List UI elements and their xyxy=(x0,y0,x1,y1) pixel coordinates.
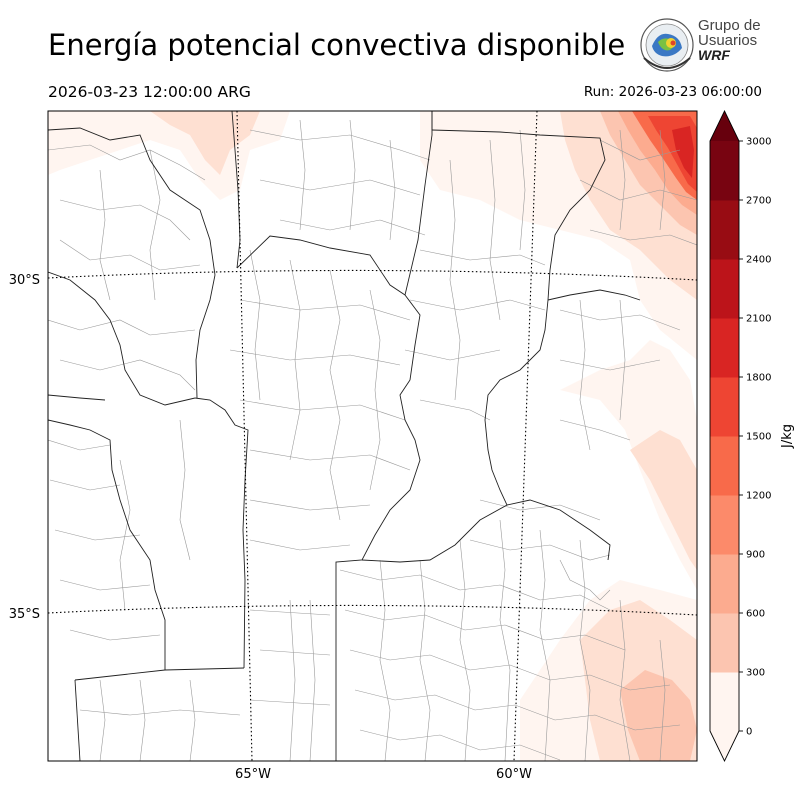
lat-label-35s: 35°S xyxy=(9,607,40,622)
colorbar-extend-top xyxy=(710,111,739,141)
colorbar-tick-label: 300 xyxy=(746,668,765,679)
department-borders xyxy=(48,119,697,761)
colorbar-band xyxy=(710,377,739,437)
lon-label-65w: 65°W xyxy=(235,767,271,782)
cape-region-core-4 xyxy=(672,126,694,178)
colorbar-tick-label: 600 xyxy=(746,609,765,620)
cape-region-southeast-3 xyxy=(620,670,697,761)
colorbar-band xyxy=(710,200,739,260)
run-time: Run: 2026-03-23 06:00:00 xyxy=(583,84,762,100)
colorbar-tick-label: 900 xyxy=(746,550,765,561)
valid-time: 2026-03-23 12:00:00 ARG xyxy=(48,83,251,101)
colorbar-tick-label: 1500 xyxy=(746,432,771,443)
map-title: Energía potencial convectiva disponible xyxy=(48,28,626,62)
colorbar-tick-label: 3000 xyxy=(746,137,771,148)
colorbar-band xyxy=(710,436,739,496)
meridian-65w xyxy=(236,111,253,761)
colorbar-band xyxy=(710,318,739,378)
meridian-60w xyxy=(513,111,538,761)
map-plot-area xyxy=(48,111,697,761)
parallel-30s xyxy=(48,269,697,281)
parallel-35s xyxy=(48,604,697,616)
colorbar: 0 300 600 900 1200 1500 1800 2100 2400 2700 3000 J… xyxy=(709,109,795,763)
cape-region-northwest-2 xyxy=(150,111,260,175)
colorbar-tick-label: 1200 xyxy=(746,491,771,502)
colorbar-tick-label: 2400 xyxy=(746,255,771,266)
colorbar-ticks: 0 300 600 900 1200 1500 1800 2100 2400 2700 3000 xyxy=(739,137,771,738)
colorbar-bands xyxy=(710,141,739,732)
logo-line-2: Usuarios xyxy=(698,32,758,49)
logo-line-1: Grupo de xyxy=(698,17,761,34)
colorbar-band xyxy=(710,672,739,732)
colorbar-tick-label: 2700 xyxy=(746,196,771,207)
colorbar-tick-label: 2100 xyxy=(746,314,771,325)
lon-label-60w: 60°W xyxy=(496,767,532,782)
colorbar-band xyxy=(710,495,739,555)
cape-region-east-coast xyxy=(560,340,697,590)
colorbar-band xyxy=(710,141,739,201)
logo-text: Grupo de Usuarios WRF xyxy=(698,18,761,63)
cape-region-east-coast-2 xyxy=(630,430,697,570)
colorbar-extend-bottom xyxy=(710,731,739,761)
colorbar-band xyxy=(710,613,739,673)
logo-line-3: WRF xyxy=(698,47,730,63)
colorbar-tick-label: 1800 xyxy=(746,373,771,384)
graticule xyxy=(48,111,697,761)
colorbar-band xyxy=(710,554,739,614)
colorbar-unit-label: J/kg xyxy=(780,424,795,449)
lat-label-30s: 30°S xyxy=(9,273,40,288)
cape-shading xyxy=(48,111,697,761)
colorbar-band xyxy=(710,259,739,319)
logo-icon xyxy=(640,18,694,72)
colorbar-tick-label: 0 xyxy=(746,727,752,738)
province-borders xyxy=(48,111,641,761)
map-frame xyxy=(47,110,698,762)
